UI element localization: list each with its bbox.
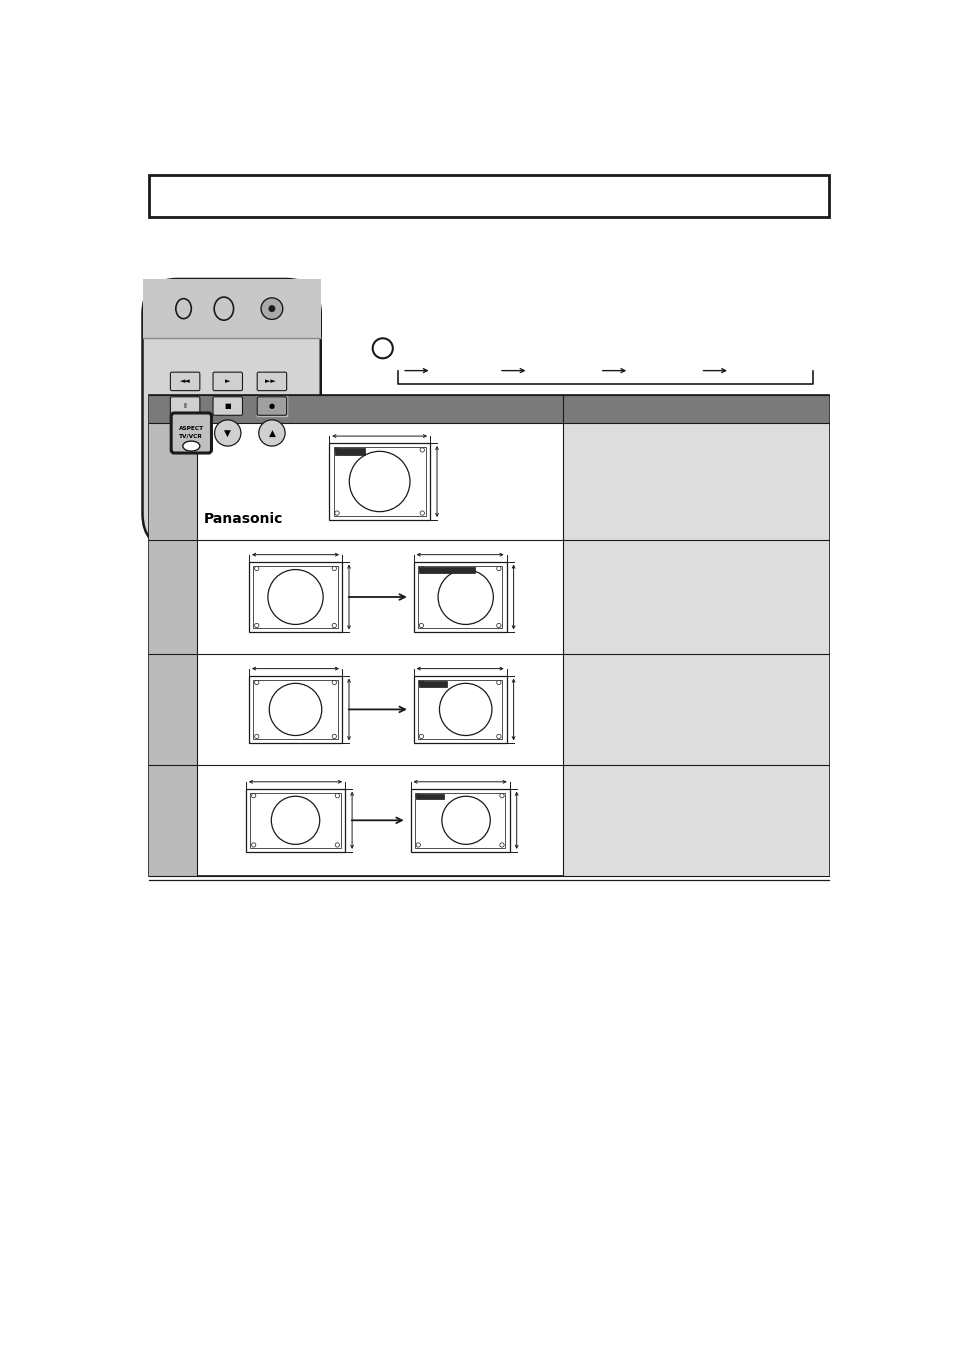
Text: ■: ■ — [224, 403, 231, 410]
Circle shape — [437, 570, 493, 625]
Text: ◄◄: ◄◄ — [179, 378, 191, 384]
Bar — [149, 175, 828, 217]
Circle shape — [497, 734, 500, 739]
Circle shape — [258, 420, 285, 446]
Circle shape — [335, 843, 339, 848]
Circle shape — [252, 843, 255, 848]
Circle shape — [441, 796, 490, 845]
Bar — [149, 654, 196, 765]
Circle shape — [497, 624, 500, 628]
FancyBboxPatch shape — [213, 397, 242, 415]
Bar — [334, 447, 425, 515]
Circle shape — [254, 624, 258, 628]
Text: ●: ● — [269, 403, 274, 410]
Text: II: II — [183, 403, 187, 410]
Ellipse shape — [175, 298, 192, 319]
Circle shape — [418, 624, 423, 628]
FancyBboxPatch shape — [171, 397, 199, 415]
Circle shape — [332, 681, 336, 685]
FancyBboxPatch shape — [171, 372, 199, 391]
FancyBboxPatch shape — [213, 372, 242, 391]
Bar — [562, 765, 828, 876]
Circle shape — [332, 624, 336, 628]
Circle shape — [418, 734, 423, 739]
Circle shape — [497, 567, 500, 571]
Bar — [253, 565, 337, 628]
Bar — [255, 395, 288, 416]
Text: ▼: ▼ — [224, 428, 231, 438]
Bar — [562, 540, 828, 654]
Circle shape — [418, 681, 423, 685]
FancyBboxPatch shape — [142, 279, 320, 548]
Text: ►►: ►► — [265, 378, 278, 384]
Circle shape — [416, 843, 420, 848]
Circle shape — [271, 796, 319, 845]
Circle shape — [335, 793, 339, 797]
Circle shape — [332, 734, 336, 739]
Circle shape — [418, 567, 423, 571]
Bar — [417, 565, 502, 628]
Circle shape — [335, 447, 339, 452]
Circle shape — [416, 793, 420, 797]
FancyBboxPatch shape — [257, 372, 286, 391]
Circle shape — [439, 683, 492, 735]
Circle shape — [254, 734, 258, 739]
Bar — [246, 789, 345, 852]
Bar — [335, 447, 365, 454]
Text: TV/VCR: TV/VCR — [179, 434, 203, 438]
Text: ►: ► — [225, 378, 231, 384]
Circle shape — [254, 681, 258, 685]
Bar — [562, 654, 828, 765]
Circle shape — [269, 683, 321, 735]
Bar — [142, 279, 320, 338]
Bar — [149, 540, 196, 654]
Bar — [149, 765, 196, 876]
Circle shape — [373, 338, 393, 358]
Bar — [253, 679, 337, 739]
Bar — [250, 793, 340, 848]
Circle shape — [332, 567, 336, 571]
Circle shape — [254, 567, 258, 571]
Circle shape — [214, 420, 241, 446]
Bar — [149, 395, 828, 876]
Bar — [414, 675, 506, 743]
Bar — [416, 793, 443, 800]
Bar — [418, 567, 475, 574]
Circle shape — [349, 452, 410, 511]
Bar — [249, 561, 342, 632]
Circle shape — [268, 570, 323, 625]
Bar — [149, 423, 196, 540]
Bar — [410, 789, 509, 852]
FancyBboxPatch shape — [171, 414, 212, 453]
Ellipse shape — [214, 297, 233, 320]
Text: Panasonic: Panasonic — [203, 513, 283, 526]
Text: ASPECT: ASPECT — [178, 426, 204, 431]
Bar — [149, 395, 828, 423]
Text: ▲: ▲ — [268, 428, 275, 438]
Bar — [249, 675, 342, 743]
Bar — [562, 423, 828, 540]
Circle shape — [499, 793, 503, 797]
Bar — [417, 679, 502, 739]
Bar — [418, 681, 447, 686]
FancyBboxPatch shape — [257, 397, 286, 415]
Ellipse shape — [183, 441, 199, 452]
Circle shape — [269, 305, 274, 312]
Circle shape — [261, 298, 282, 320]
Circle shape — [497, 681, 500, 685]
Bar — [414, 561, 506, 632]
Circle shape — [499, 843, 503, 848]
Circle shape — [252, 793, 255, 797]
Circle shape — [335, 511, 339, 515]
Circle shape — [419, 447, 424, 452]
Bar — [329, 443, 430, 519]
Bar — [415, 793, 505, 848]
Circle shape — [419, 511, 424, 515]
